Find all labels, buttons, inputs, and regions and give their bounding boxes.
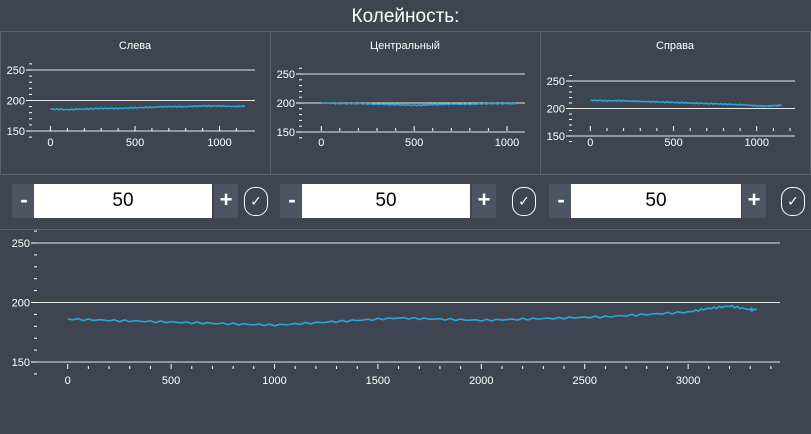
x-tick-label: 0	[318, 137, 324, 149]
series-line	[589, 99, 782, 108]
increment-button[interactable]: +	[214, 184, 238, 218]
series-line	[67, 304, 757, 327]
y-tick-label: 150	[12, 357, 30, 369]
offset-input[interactable]	[34, 184, 212, 218]
x-tick-label: 500	[664, 137, 682, 149]
chart-panel-right: Справа 150 200 250 0 500 1000	[540, 32, 810, 174]
chart-panel-full: 150 200 250 0 500 1000 1500 2000 2500 3000	[0, 230, 811, 429]
x-tick-label: 500	[126, 137, 144, 149]
divider	[270, 31, 271, 174]
x-tick-label: 500	[162, 375, 180, 387]
page-title: Колейность:	[351, 6, 460, 27]
y-tick-label: 250	[7, 65, 25, 77]
series-line	[50, 104, 246, 111]
y-tick-label: 200	[277, 98, 295, 110]
increment-button[interactable]: +	[742, 184, 766, 218]
decrement-button[interactable]: -	[549, 184, 573, 218]
x-tick-label: 1000	[744, 137, 768, 149]
divider	[0, 31, 1, 174]
offset-control-center: - + ✓	[280, 184, 536, 218]
y-tick-label: 250	[547, 76, 565, 88]
chart-right: 150 200 250 0 500 1000	[547, 75, 795, 149]
apply-button[interactable]: ✓	[512, 187, 536, 216]
apply-button[interactable]: ✓	[781, 187, 805, 216]
chart-panel-left: Слева 150 200 250 0 500 1000	[0, 32, 270, 174]
offset-control-right: - + ✓	[549, 184, 805, 218]
y-tick-label: 200	[7, 96, 25, 108]
decrement-button[interactable]: -	[12, 184, 36, 218]
series-line	[321, 101, 517, 107]
chart-title: Центральный	[370, 40, 440, 52]
divider	[0, 174, 811, 175]
y-tick-label: 200	[12, 298, 30, 310]
divider	[0, 229, 811, 230]
increment-button[interactable]: +	[472, 184, 496, 218]
chart-title: Слева	[118, 40, 152, 52]
x-tick-label: 0	[587, 137, 593, 149]
offset-input[interactable]	[302, 184, 470, 218]
chart-center: 150 200 250 0 500 1000	[277, 67, 525, 149]
divider	[540, 31, 541, 174]
x-tick-label: 500	[405, 137, 423, 149]
x-tick-label: 1000	[207, 137, 231, 149]
x-tick-label: 1000	[262, 375, 286, 387]
y-tick-label: 150	[7, 126, 25, 138]
offset-input[interactable]	[571, 184, 741, 218]
x-tick-label: 2000	[469, 375, 493, 387]
apply-button[interactable]: ✓	[244, 187, 268, 216]
divider	[0, 31, 811, 32]
chart-left: 150 200 250 0 500 1000	[7, 63, 255, 149]
y-tick-label: 150	[277, 127, 295, 139]
x-tick-label: 0	[65, 375, 71, 387]
y-tick-label: 200	[547, 104, 565, 116]
x-tick-label: 3000	[676, 375, 700, 387]
offset-control-left: - + ✓	[12, 184, 268, 218]
decrement-button[interactable]: -	[280, 184, 304, 218]
y-tick-label: 250	[12, 238, 30, 250]
x-tick-label: 1500	[366, 375, 390, 387]
y-tick-label: 250	[277, 69, 295, 81]
x-tick-label: 2500	[572, 375, 596, 387]
y-tick-label: 150	[547, 131, 565, 143]
x-tick-label: 0	[47, 137, 53, 149]
x-tick-label: 1000	[495, 137, 519, 149]
chart-panel-center: Центральный 150 200 250 0 500 1000	[270, 32, 540, 174]
chart-title: Справа	[656, 40, 694, 52]
